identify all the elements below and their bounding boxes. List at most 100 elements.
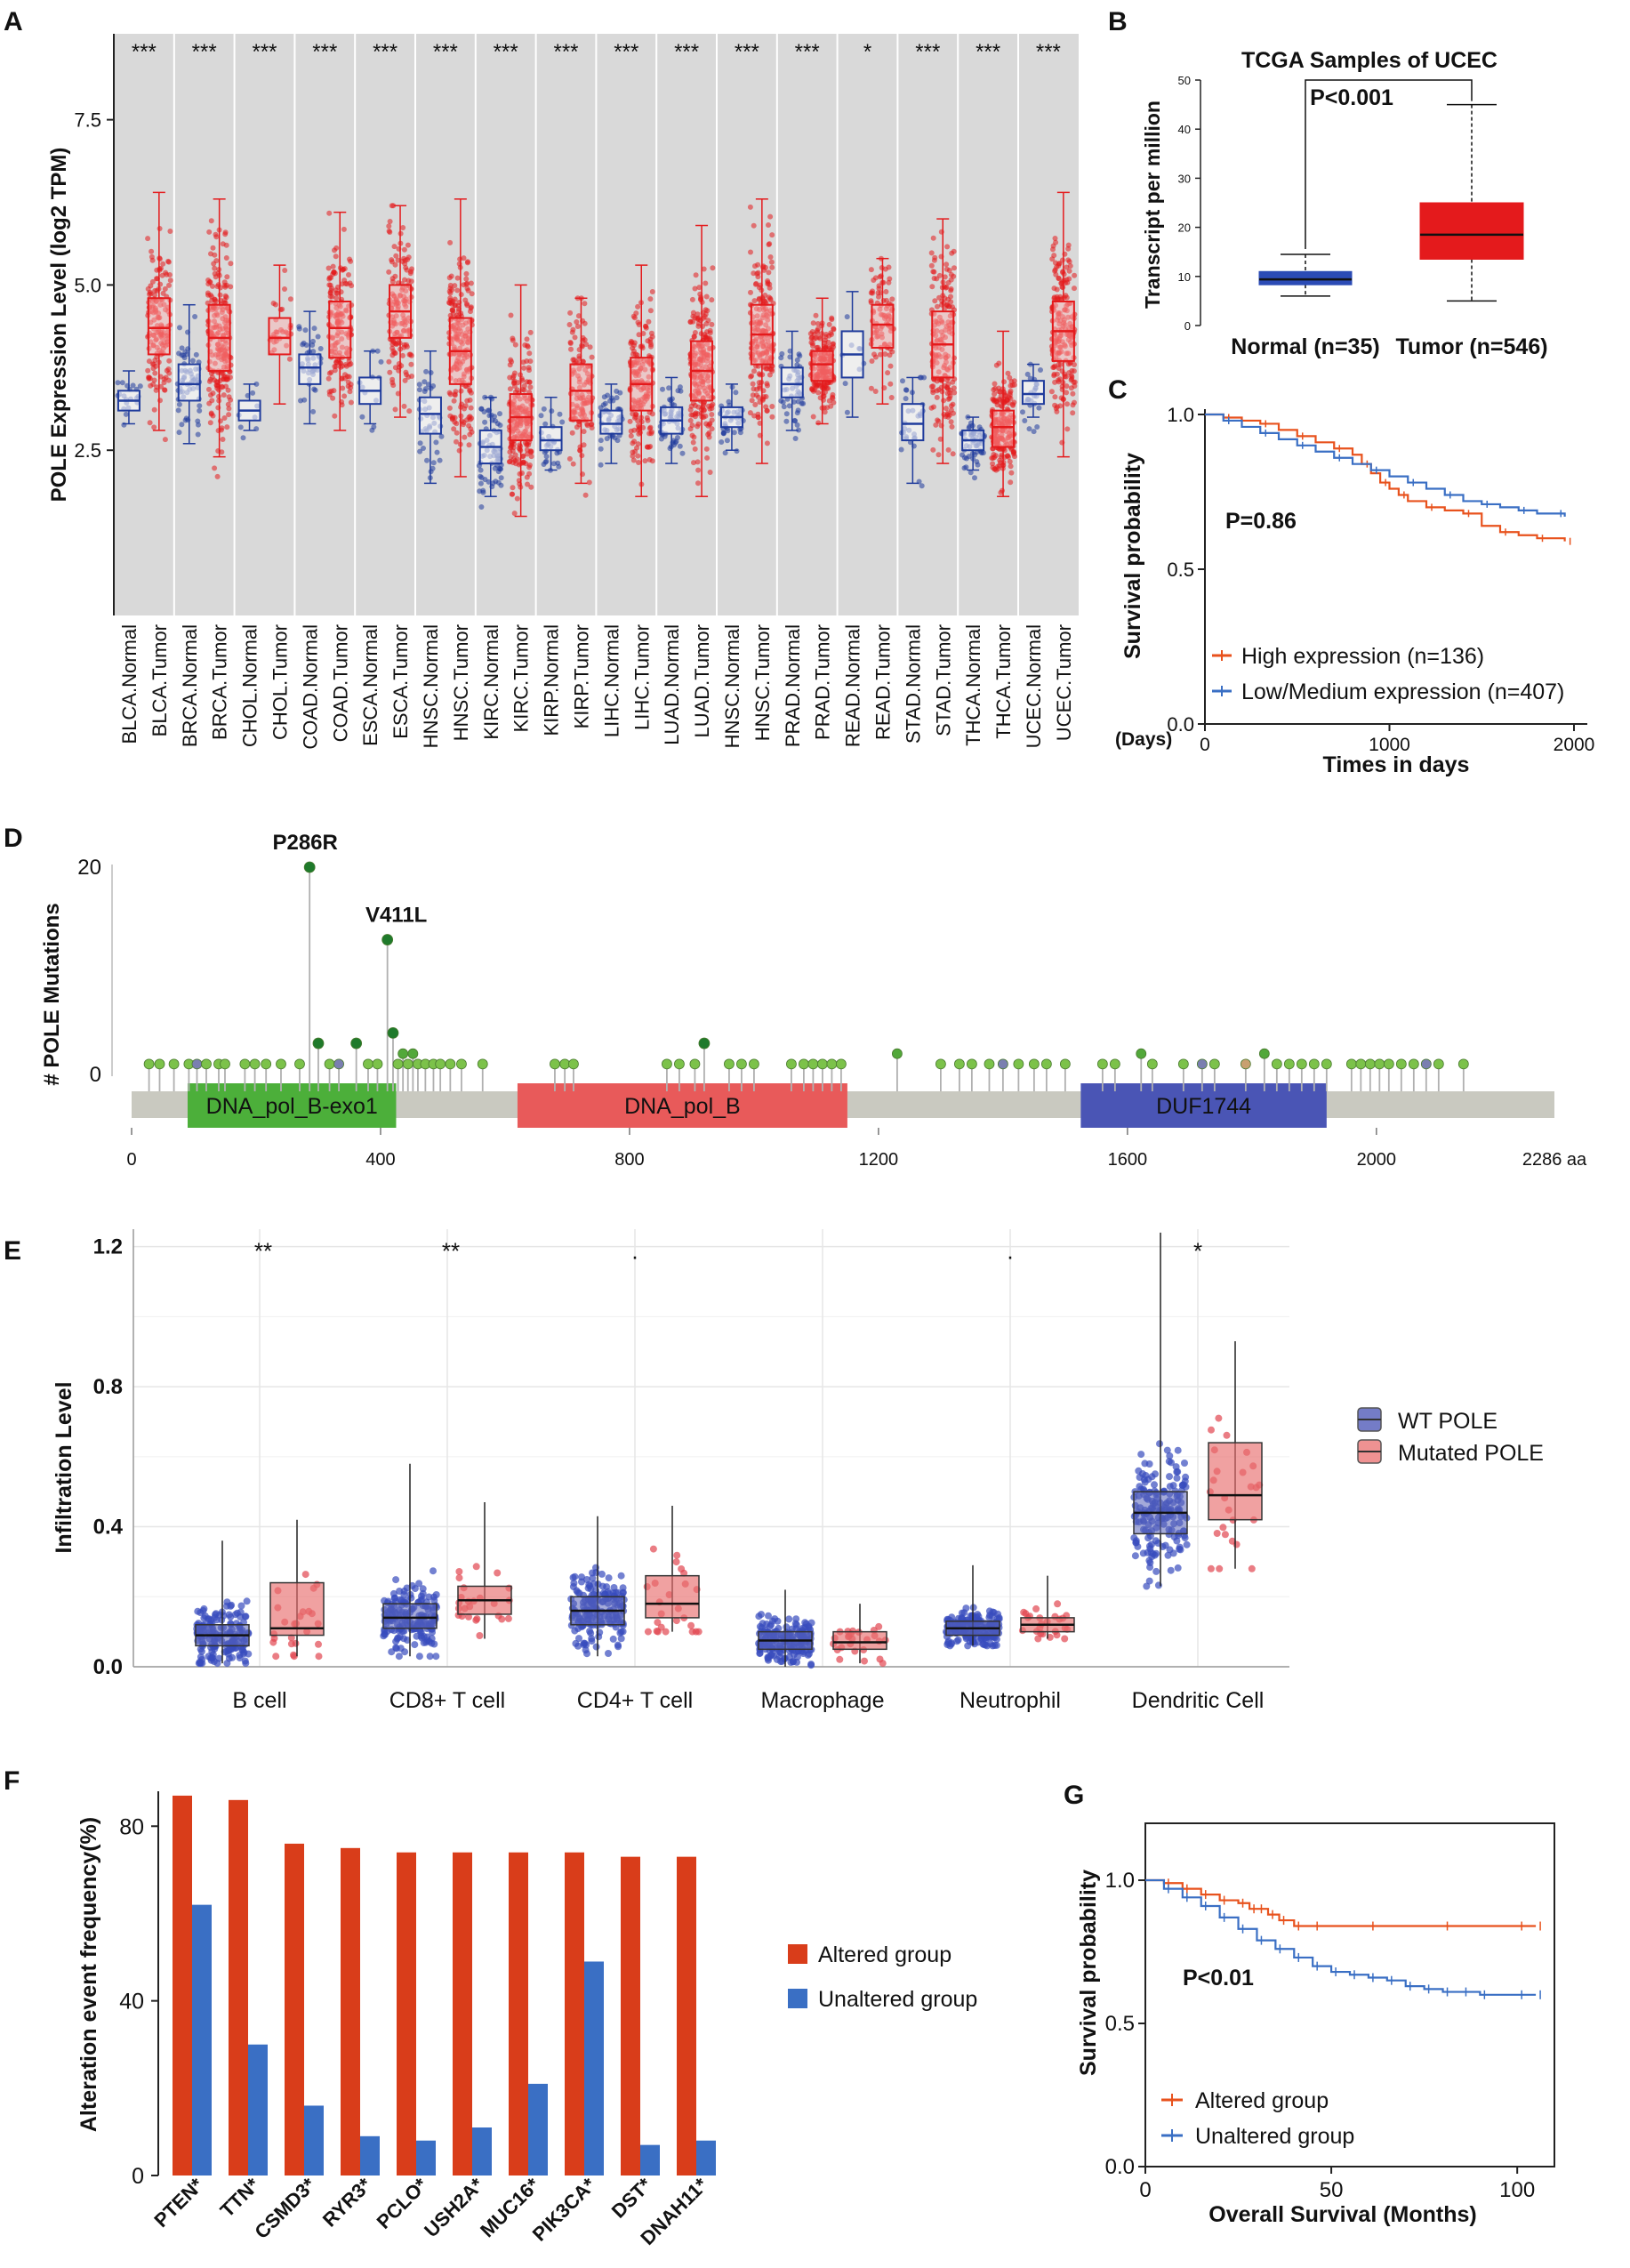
panel-a-data-point: [877, 274, 883, 280]
panel-a-data-point: [706, 422, 712, 428]
panel-a-box: [418, 396, 442, 435]
panel-a-data-point: [386, 223, 392, 229]
panel-a-data-point: [408, 278, 414, 285]
panel-a-data-point: [213, 258, 220, 264]
panel-a-data-point: [693, 272, 699, 278]
panel-a-data-point: [437, 457, 443, 463]
panel-e-y-tick-label: 0.0: [93, 1655, 123, 1679]
panel-a-data-point: [507, 362, 513, 368]
panel-d-mutation-dot: [724, 1058, 735, 1070]
panel-a-data-point: [524, 336, 530, 342]
panel-a-data-point: [928, 262, 935, 269]
panel-a-data-point: [390, 382, 397, 389]
panel-a-data-point: [526, 350, 533, 357]
panel-d-mutation-dot: [435, 1058, 446, 1070]
panel-a-data-point: [217, 292, 223, 298]
panel-a-data-point: [883, 289, 889, 294]
panel-a-data-point: [945, 396, 952, 402]
panel-a-data-point: [150, 332, 157, 338]
panel-a-data-point: [810, 342, 815, 349]
panel-a-x-tick-label: HNSC.Normal: [721, 624, 743, 748]
panel-a-data-point: [524, 474, 530, 480]
panel-a-data-point: [401, 294, 407, 300]
panel-a-data-point: [812, 387, 817, 393]
panel-a-data-point: [447, 282, 454, 288]
panel-a-data-point: [389, 203, 395, 209]
panel-a-data-point: [1066, 259, 1072, 265]
panel-d-mutation-dot: [1283, 1058, 1295, 1070]
panel-d-mutation-dot: [1136, 1048, 1147, 1059]
panel-a-data-point: [438, 433, 445, 439]
panel-e-data-point: [1164, 1551, 1172, 1559]
panel-a-data-point: [763, 264, 768, 270]
panel-e-data-point: [395, 1653, 403, 1661]
panel-a-data-point: [409, 266, 414, 272]
panel-a-data-point: [767, 297, 774, 303]
panel-a-data-point: [751, 222, 757, 229]
panel-a-data-point: [574, 424, 580, 430]
panel-e-data-point: [213, 1660, 221, 1668]
panel-a-data-point: [212, 318, 217, 325]
panel-e-data-point: [1151, 1481, 1158, 1489]
panel-a-data-point: [598, 405, 604, 411]
panel-a-data-point: [1057, 294, 1064, 300]
panel-a-data-point: [468, 426, 474, 432]
panel-a-x-tick-label: UCEC.Normal: [1023, 624, 1045, 748]
panel-a-data-point: [391, 244, 397, 250]
panel-a-data-point: [348, 361, 354, 367]
panel-a-data-point: [401, 327, 407, 334]
panel-b-pvalue: P<0.001: [1310, 85, 1393, 110]
panel-a-data-point: [328, 287, 334, 294]
panel-a-data-point: [152, 358, 158, 363]
panel-a-data-point: [404, 372, 410, 378]
panel-a-data-point: [480, 489, 486, 495]
panel-a-data-point: [752, 402, 759, 407]
panel-a-data-point: [387, 219, 393, 224]
panel-a-data-point: [950, 451, 956, 457]
panel-a-data-point: [341, 393, 348, 399]
panel-b-y-tick-label: 30: [1178, 172, 1191, 185]
panel-d-y-tick-label: 0: [90, 1063, 101, 1087]
panel-a-data-point: [646, 318, 652, 325]
panel-a-data-point: [1036, 405, 1042, 411]
panel-d-mutation-dot: [1196, 1058, 1208, 1070]
panel-a-data-point: [217, 285, 223, 291]
panel-a-data-point: [157, 315, 163, 321]
panel-a-data-point: [510, 491, 516, 497]
panel-d-mutation-dot: [392, 1058, 404, 1070]
panel-a-data-point: [766, 269, 772, 276]
panel-a-data-point: [768, 259, 775, 265]
panel-a-data-point: [709, 297, 715, 303]
panel-e-data-point: [756, 1650, 764, 1658]
panel-a-data-point: [514, 495, 520, 502]
panel-a-data-point: [176, 430, 182, 436]
panel-d-mutation-dot: [407, 1048, 419, 1059]
panel-a-data-point: [936, 272, 943, 278]
panel-e-data-point: [432, 1591, 440, 1598]
panel-a-data-point: [478, 504, 485, 510]
panel-e-data-point: [1163, 1446, 1171, 1454]
panel-a-data-point: [510, 423, 516, 429]
panel-a-data-point: [210, 325, 215, 331]
panel-b-box: [1258, 270, 1353, 286]
panel-e-data-point: [1148, 1553, 1156, 1561]
panel-a-data-point: [192, 314, 198, 319]
panel-d-mutation-dot: [1146, 1058, 1158, 1070]
panel-e-data-point: [1146, 1545, 1154, 1553]
panel-a-data-point: [467, 397, 473, 403]
panel-a-x-tick-label: BLCA.Tumor: [149, 624, 171, 736]
panel-d-mutation-dot: [276, 1058, 286, 1070]
panel-e-data-point: [1174, 1446, 1182, 1454]
panel-a-data-point: [1053, 239, 1059, 245]
panel-a-data-point: [334, 320, 341, 326]
panel-e-data-point: [243, 1597, 251, 1605]
panel-e-data-point: [793, 1653, 801, 1661]
panel-a-significance: *: [863, 40, 871, 64]
panel-e-data-point: [1180, 1481, 1187, 1489]
panel-a-data-point: [348, 399, 354, 406]
panel-a-data-point: [887, 352, 893, 358]
panel-a-significance: ***: [1036, 40, 1061, 64]
panel-d-mutation-dot: [1059, 1058, 1071, 1070]
panel-a-data-point: [386, 269, 392, 275]
